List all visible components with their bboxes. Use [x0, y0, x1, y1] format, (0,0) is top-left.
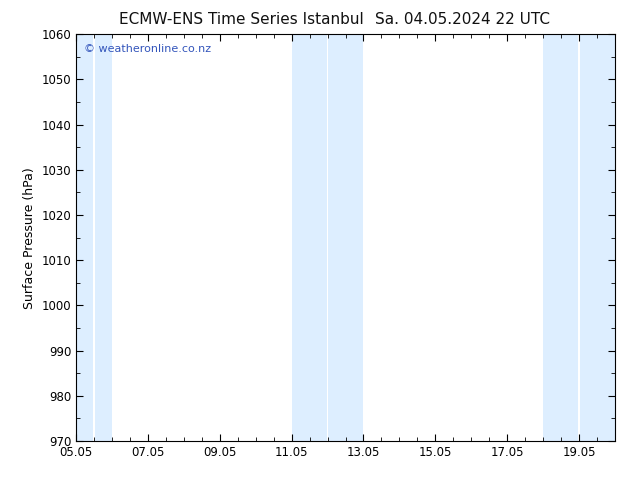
- Text: © weatheronline.co.nz: © weatheronline.co.nz: [84, 45, 211, 54]
- Bar: [292, 34, 327, 441]
- Bar: [579, 34, 615, 441]
- Bar: [94, 34, 112, 441]
- Bar: [76, 34, 93, 441]
- Bar: [328, 34, 363, 441]
- Text: Sa. 04.05.2024 22 UTC: Sa. 04.05.2024 22 UTC: [375, 12, 550, 27]
- Y-axis label: Surface Pressure (hPa): Surface Pressure (hPa): [23, 167, 36, 309]
- Bar: [543, 34, 578, 441]
- Text: ECMW-ENS Time Series Istanbul: ECMW-ENS Time Series Istanbul: [119, 12, 363, 27]
